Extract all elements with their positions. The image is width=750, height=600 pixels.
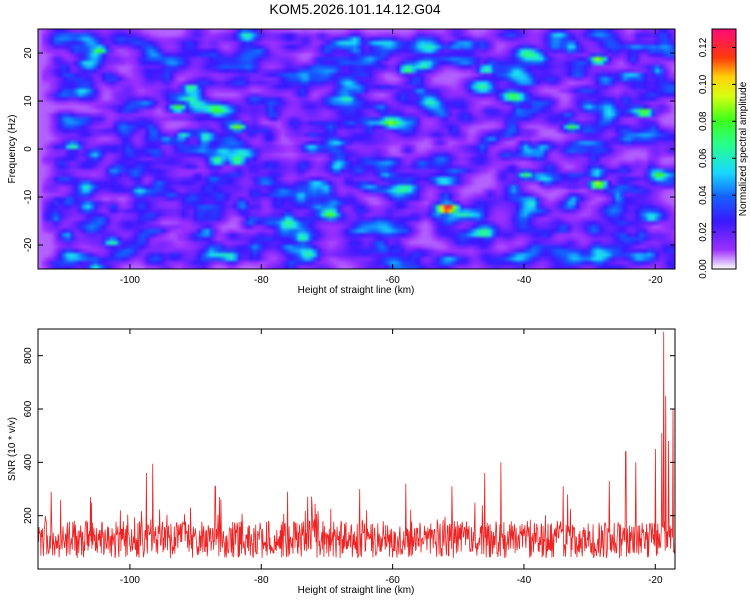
snr-ticks: -100 -80 -60 -40 -20 200 400 600 800 (23, 329, 675, 586)
x-tick-label: -60 (385, 575, 400, 586)
spectrogram-heatmap (38, 29, 675, 269)
snr-ylabel: SNR (10 * v/v) (7, 417, 18, 481)
y-tick-label: 800 (23, 347, 34, 364)
y-tick-label: -10 (23, 189, 34, 204)
x-tick-label: -100 (120, 575, 140, 586)
x-tick-label: -20 (648, 575, 663, 586)
y-tick-label: -20 (23, 237, 34, 252)
colorbar: 0.00 0.02 0.04 0.06 0.08 0.10 0.12 Normalized … (698, 28, 749, 279)
colorbar-tick-label: 0.10 (698, 74, 709, 94)
colorbar-tick-label: 0.12 (698, 37, 709, 57)
x-tick-label: -100 (120, 275, 140, 286)
spectrogram-ylabel: Frequency (Hz) (7, 115, 18, 184)
y-tick-label: 600 (23, 400, 34, 417)
spectrogram-image-holder (38, 29, 675, 269)
y-tick-label: 400 (23, 454, 34, 471)
colorbar-ticks: 0.00 0.02 0.04 0.06 0.08 0.10 0.12 (698, 37, 736, 279)
x-tick-label: -20 (648, 275, 663, 286)
colorbar-frame (711, 28, 737, 270)
colorbar-tick-label: 0.02 (698, 222, 709, 242)
colorbar-tick-label: 0.08 (698, 111, 709, 131)
colorbar-label: Normalized spectral amplitude (738, 81, 749, 216)
x-tick-label: -40 (517, 275, 532, 286)
snr-xlabel: Height of straight line (km) (298, 585, 415, 596)
figure-title: KOM5.2026.101.14.12.G04 (269, 1, 440, 17)
colorbar-tick-label: 0.04 (698, 185, 709, 205)
spectrogram-xlabel: Height of straight line (km) (298, 285, 415, 296)
colorbar-tick-label: 0.06 (698, 148, 709, 168)
x-tick-label: -40 (517, 575, 532, 586)
x-tick-label: -60 (385, 275, 400, 286)
snr-series-line (38, 331, 675, 559)
x-tick-label: -80 (254, 575, 269, 586)
snr-panel: -100 -80 -60 -40 -20 200 400 600 800 Height of s… (7, 328, 676, 596)
colorbar-gradient (712, 29, 736, 269)
y-tick-label: 20 (23, 47, 34, 59)
x-tick-label: -80 (254, 275, 269, 286)
y-tick-label: 0 (23, 146, 34, 152)
colorbar-tick-label: 0.00 (698, 259, 709, 279)
y-tick-label: 10 (23, 95, 34, 107)
y-tick-label: 200 (23, 507, 34, 524)
snr-frame (37, 328, 676, 570)
